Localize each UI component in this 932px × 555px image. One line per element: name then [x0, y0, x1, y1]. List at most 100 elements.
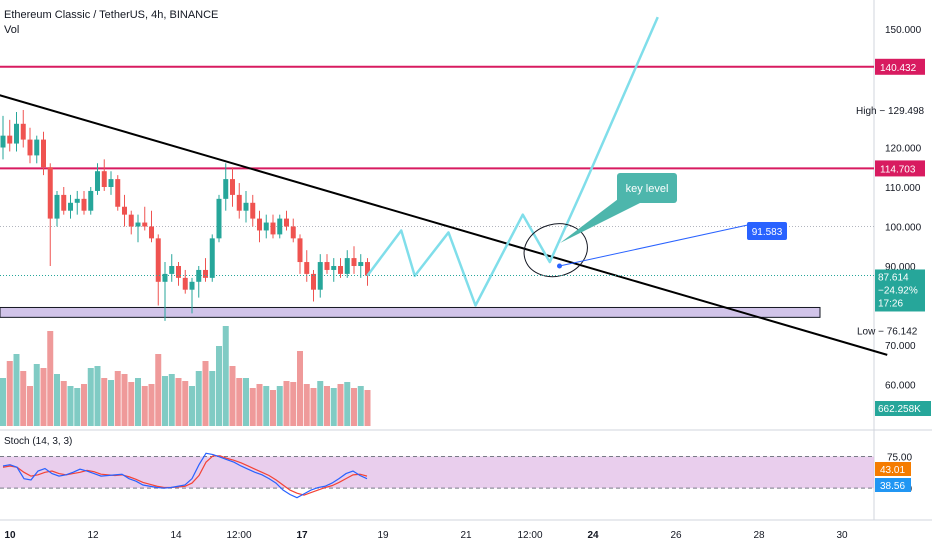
candle-body — [277, 218, 283, 235]
candle-body — [34, 139, 40, 156]
price-tick-3: 100.000 — [885, 223, 922, 234]
volume-bar — [74, 388, 81, 426]
candle-body — [263, 222, 269, 231]
price-tick-2: 110.000 — [885, 183, 921, 194]
volume-bar — [67, 386, 74, 426]
current-change: −24.92% — [878, 285, 918, 296]
candle-body — [358, 262, 364, 266]
volume-last: 662.258K — [878, 404, 921, 415]
volume-bar — [13, 354, 20, 426]
volume-label: Vol — [4, 24, 20, 36]
volume-bar — [324, 386, 330, 426]
candle-body — [236, 194, 242, 211]
volume-bar — [87, 368, 94, 426]
candle-body — [14, 123, 19, 144]
volume-bar — [256, 384, 263, 426]
time-tick-1: 12 — [87, 530, 99, 541]
candle-body — [115, 179, 121, 207]
candle-body — [88, 190, 94, 211]
trendline — [0, 94, 888, 356]
price-tick-1: 120.000 — [885, 144, 922, 155]
volume-bar — [20, 371, 27, 426]
volume-bar — [60, 381, 67, 426]
stoch-d-value: 43.01 — [880, 465, 905, 476]
candle-body — [311, 273, 316, 290]
stoch-label: Stoch (14, 3, 3) — [4, 436, 73, 447]
volume-bar — [236, 378, 243, 426]
time-tick-4: 17 — [296, 530, 308, 541]
candle-body — [189, 281, 195, 290]
volume-bar — [263, 386, 270, 426]
volume-bar — [0, 378, 6, 426]
time-tick-11: 30 — [836, 530, 848, 541]
volume-bar — [310, 388, 317, 426]
key-level-ellipse — [523, 223, 588, 278]
volume-bar — [182, 381, 189, 426]
candle-body — [250, 202, 256, 219]
volume-bar — [297, 351, 303, 426]
volume-bar — [101, 378, 108, 426]
current-price-box — [875, 269, 925, 312]
volume-bar — [155, 354, 162, 426]
volume-bar — [54, 374, 60, 426]
candle-body — [216, 198, 222, 239]
volume-bar — [114, 371, 121, 426]
candle-body — [162, 273, 168, 282]
volume-bar — [283, 381, 290, 426]
measure-label: 91.583 — [752, 227, 783, 238]
volume-bar — [128, 382, 135, 426]
volume-bar — [243, 378, 249, 426]
candle-body — [155, 238, 161, 282]
volume-bar — [364, 390, 371, 426]
volume-bar — [290, 382, 297, 426]
candle-body — [61, 194, 67, 211]
time-tick-2: 14 — [170, 530, 182, 541]
stoch-band — [0, 456, 874, 489]
candle-body — [27, 139, 33, 156]
volume-bar — [222, 326, 229, 426]
candle-body — [230, 179, 235, 195]
candle-body — [344, 258, 350, 274]
candle-body — [135, 222, 141, 227]
current-price: 87.614 — [878, 272, 909, 283]
candle-body — [351, 258, 357, 266]
time-tick-9: 26 — [670, 530, 682, 541]
level-label-0: 140.432 — [880, 63, 917, 74]
support-zone — [0, 306, 821, 318]
candle-body — [142, 222, 148, 227]
candle-body — [0, 135, 6, 148]
volume-bar — [47, 331, 54, 426]
time-tick-7: 12:00 — [517, 530, 542, 541]
current-countdown: 17:26 — [878, 298, 903, 309]
volume-bar — [135, 378, 141, 426]
volume-bar — [175, 378, 182, 426]
key-level-pointer — [560, 190, 646, 243]
candle-body — [304, 262, 310, 274]
volume-bar — [195, 371, 202, 426]
candle-body — [74, 198, 80, 203]
candle-body — [128, 214, 134, 227]
volume-bar — [121, 374, 128, 426]
price-tick-0: 150.000 — [885, 25, 922, 36]
stoch-tick-upper: 75.00 — [887, 452, 912, 463]
candle-body — [182, 277, 188, 290]
candle-body — [284, 218, 289, 227]
candle-body — [223, 179, 229, 199]
time-tick-6: 21 — [460, 530, 472, 541]
measure-dot — [557, 263, 562, 269]
volume-bar — [94, 366, 101, 426]
candle-body — [290, 226, 296, 239]
volume-bar — [276, 386, 283, 426]
volume-bar — [168, 374, 175, 426]
symbol-title: Ethereum Classic / TetherUS, 4h, BINANCE — [4, 9, 219, 21]
candle-body — [169, 266, 175, 274]
key-level-box — [617, 173, 677, 203]
volume-bar — [162, 376, 168, 426]
candle-body — [54, 194, 60, 219]
volume-bar — [81, 384, 87, 426]
volume-bar — [229, 366, 236, 426]
low-label: Low − 76.142 — [857, 327, 918, 338]
level-label-bg-1 — [875, 160, 925, 177]
